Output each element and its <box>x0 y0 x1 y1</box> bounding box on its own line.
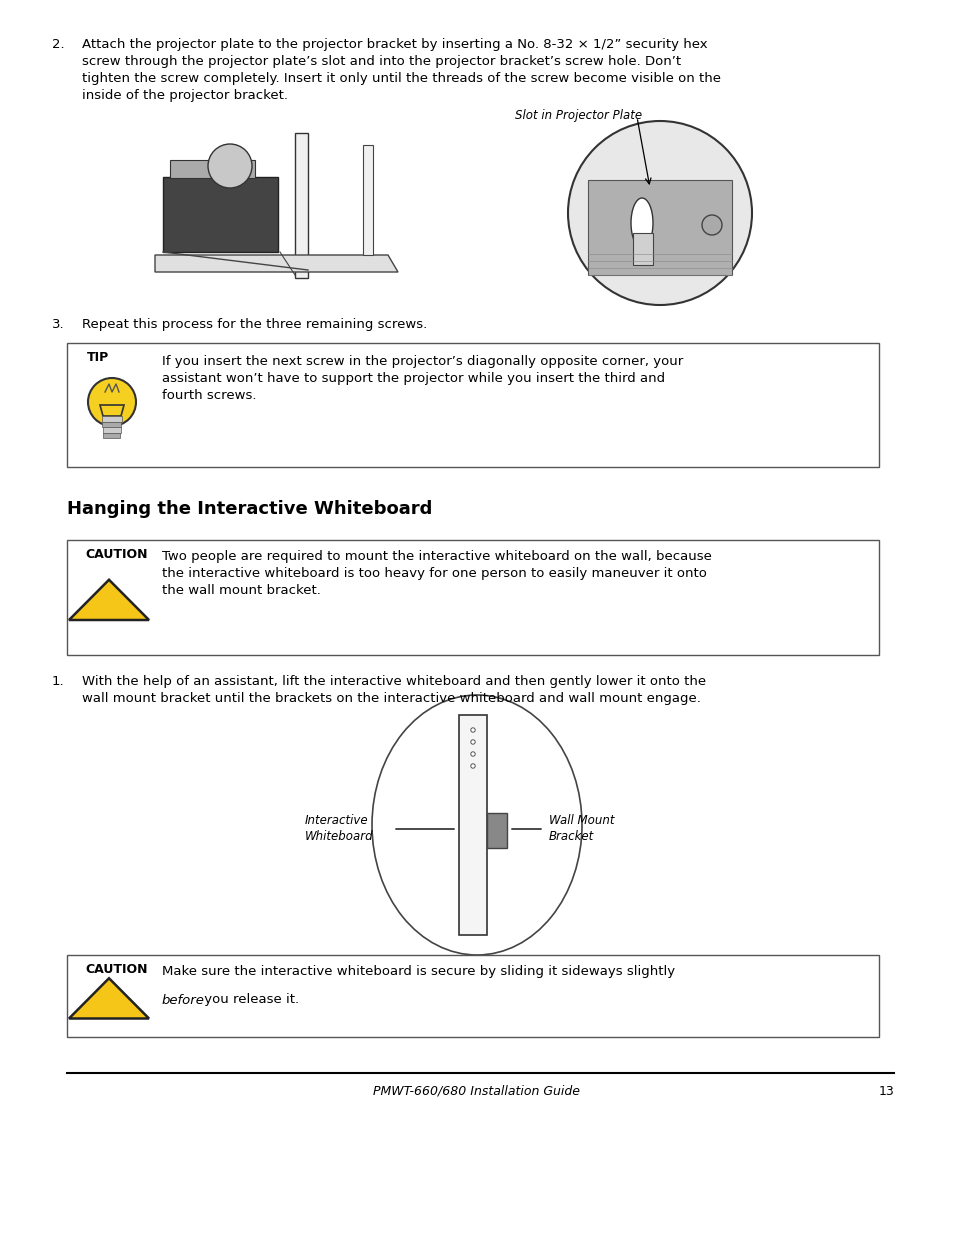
Text: If you insert the next screw in the projector’s diagonally opposite corner, your: If you insert the next screw in the proj… <box>162 354 682 403</box>
Polygon shape <box>100 405 124 416</box>
Text: Slot in Projector Plate: Slot in Projector Plate <box>515 109 641 121</box>
Text: With the help of an assistant, lift the interactive whiteboard and then gently l: With the help of an assistant, lift the … <box>82 676 705 705</box>
Text: Interactive
Whiteboard: Interactive Whiteboard <box>305 815 374 844</box>
Circle shape <box>471 752 475 756</box>
Text: 1.: 1. <box>52 676 65 688</box>
Circle shape <box>701 215 721 235</box>
FancyBboxPatch shape <box>294 133 308 278</box>
Ellipse shape <box>372 695 581 955</box>
Circle shape <box>88 378 136 426</box>
Circle shape <box>208 144 252 188</box>
Polygon shape <box>69 978 149 1019</box>
Circle shape <box>471 740 475 745</box>
Text: 2.: 2. <box>52 38 65 51</box>
Text: 3.: 3. <box>52 317 65 331</box>
Polygon shape <box>69 579 149 620</box>
FancyBboxPatch shape <box>103 427 121 432</box>
FancyBboxPatch shape <box>67 540 878 655</box>
Text: Wall Mount
Bracket: Wall Mount Bracket <box>548 815 614 844</box>
FancyBboxPatch shape <box>103 432 120 438</box>
Text: Attach the projector plate to the projector bracket by inserting a No. 8-32 × 1/: Attach the projector plate to the projec… <box>82 38 720 103</box>
Ellipse shape <box>630 198 652 248</box>
Text: PMWT-660/680 Installation Guide: PMWT-660/680 Installation Guide <box>374 1086 579 1098</box>
Circle shape <box>471 763 475 768</box>
Text: you release it.: you release it. <box>200 993 299 1007</box>
Text: before: before <box>162 993 205 1007</box>
FancyBboxPatch shape <box>458 715 486 935</box>
Text: Hanging the Interactive Whiteboard: Hanging the Interactive Whiteboard <box>67 500 432 517</box>
Text: Make sure the interactive whiteboard is secure by sliding it sideways slightly: Make sure the interactive whiteboard is … <box>162 965 675 978</box>
FancyBboxPatch shape <box>102 421 121 427</box>
FancyBboxPatch shape <box>67 343 878 467</box>
FancyBboxPatch shape <box>587 180 731 275</box>
Circle shape <box>471 727 475 732</box>
Text: Repeat this process for the three remaining screws.: Repeat this process for the three remain… <box>82 317 427 331</box>
Text: CAUTION: CAUTION <box>85 963 148 976</box>
FancyBboxPatch shape <box>163 177 277 252</box>
Circle shape <box>567 121 751 305</box>
FancyBboxPatch shape <box>102 416 122 421</box>
Text: Two people are required to mount the interactive whiteboard on the wall, because: Two people are required to mount the int… <box>162 550 711 597</box>
Text: 13: 13 <box>878 1086 893 1098</box>
FancyBboxPatch shape <box>170 161 254 178</box>
Text: CAUTION: CAUTION <box>85 548 148 561</box>
FancyBboxPatch shape <box>363 144 373 254</box>
Polygon shape <box>154 254 397 272</box>
FancyBboxPatch shape <box>67 955 878 1037</box>
FancyBboxPatch shape <box>486 813 506 847</box>
FancyBboxPatch shape <box>633 233 652 266</box>
Text: TIP: TIP <box>87 351 110 364</box>
